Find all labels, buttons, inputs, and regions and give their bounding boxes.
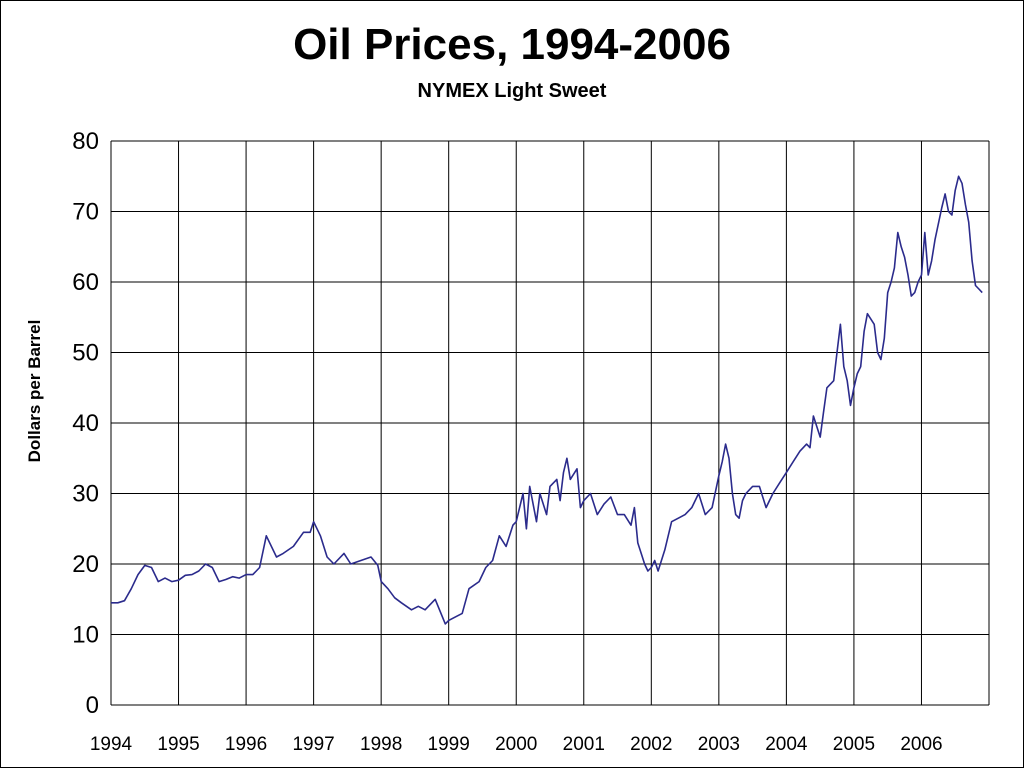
x-tick-label: 2005 bbox=[833, 734, 875, 755]
x-tick-label: 1999 bbox=[428, 734, 470, 755]
x-tick-label: 1996 bbox=[225, 734, 267, 755]
x-tick-label: 2002 bbox=[630, 734, 672, 755]
price-series-line bbox=[111, 175, 983, 625]
x-tick-label: 1994 bbox=[90, 734, 133, 755]
x-tick-labels: 1994 1995 1996 1997 1998 1999 2000 2001 2002 2003… bbox=[90, 734, 943, 755]
grid-lines bbox=[110, 140, 990, 706]
y-tick-label: 20 bbox=[72, 551, 99, 578]
y-tick-label: 40 bbox=[72, 410, 99, 437]
y-tick-label: 0 bbox=[86, 692, 99, 719]
y-tick-labels: 0 10 20 30 40 50 60 70 80 bbox=[72, 128, 99, 719]
x-tick-label: 2006 bbox=[900, 734, 942, 755]
x-tick-label: 2001 bbox=[563, 734, 605, 755]
x-tick-label: 2004 bbox=[765, 734, 808, 755]
x-tick-label: 1997 bbox=[292, 734, 334, 755]
y-tick-label: 60 bbox=[72, 269, 99, 296]
y-tick-label: 80 bbox=[72, 128, 99, 155]
chart-subtitle: NYMEX Light Sweet bbox=[417, 80, 607, 102]
y-tick-label: 70 bbox=[72, 199, 99, 226]
x-tick-label: 2000 bbox=[495, 734, 537, 755]
y-tick-label: 50 bbox=[72, 340, 99, 367]
x-tick-label: 1995 bbox=[157, 734, 199, 755]
series-group bbox=[111, 175, 983, 625]
x-tick-label: 1998 bbox=[360, 734, 402, 755]
chart-title: Oil Prices, 1994-2006 bbox=[293, 20, 731, 69]
x-tick-label: 2003 bbox=[698, 734, 740, 755]
y-tick-label: 30 bbox=[72, 481, 99, 508]
y-tick-label: 10 bbox=[72, 622, 99, 649]
